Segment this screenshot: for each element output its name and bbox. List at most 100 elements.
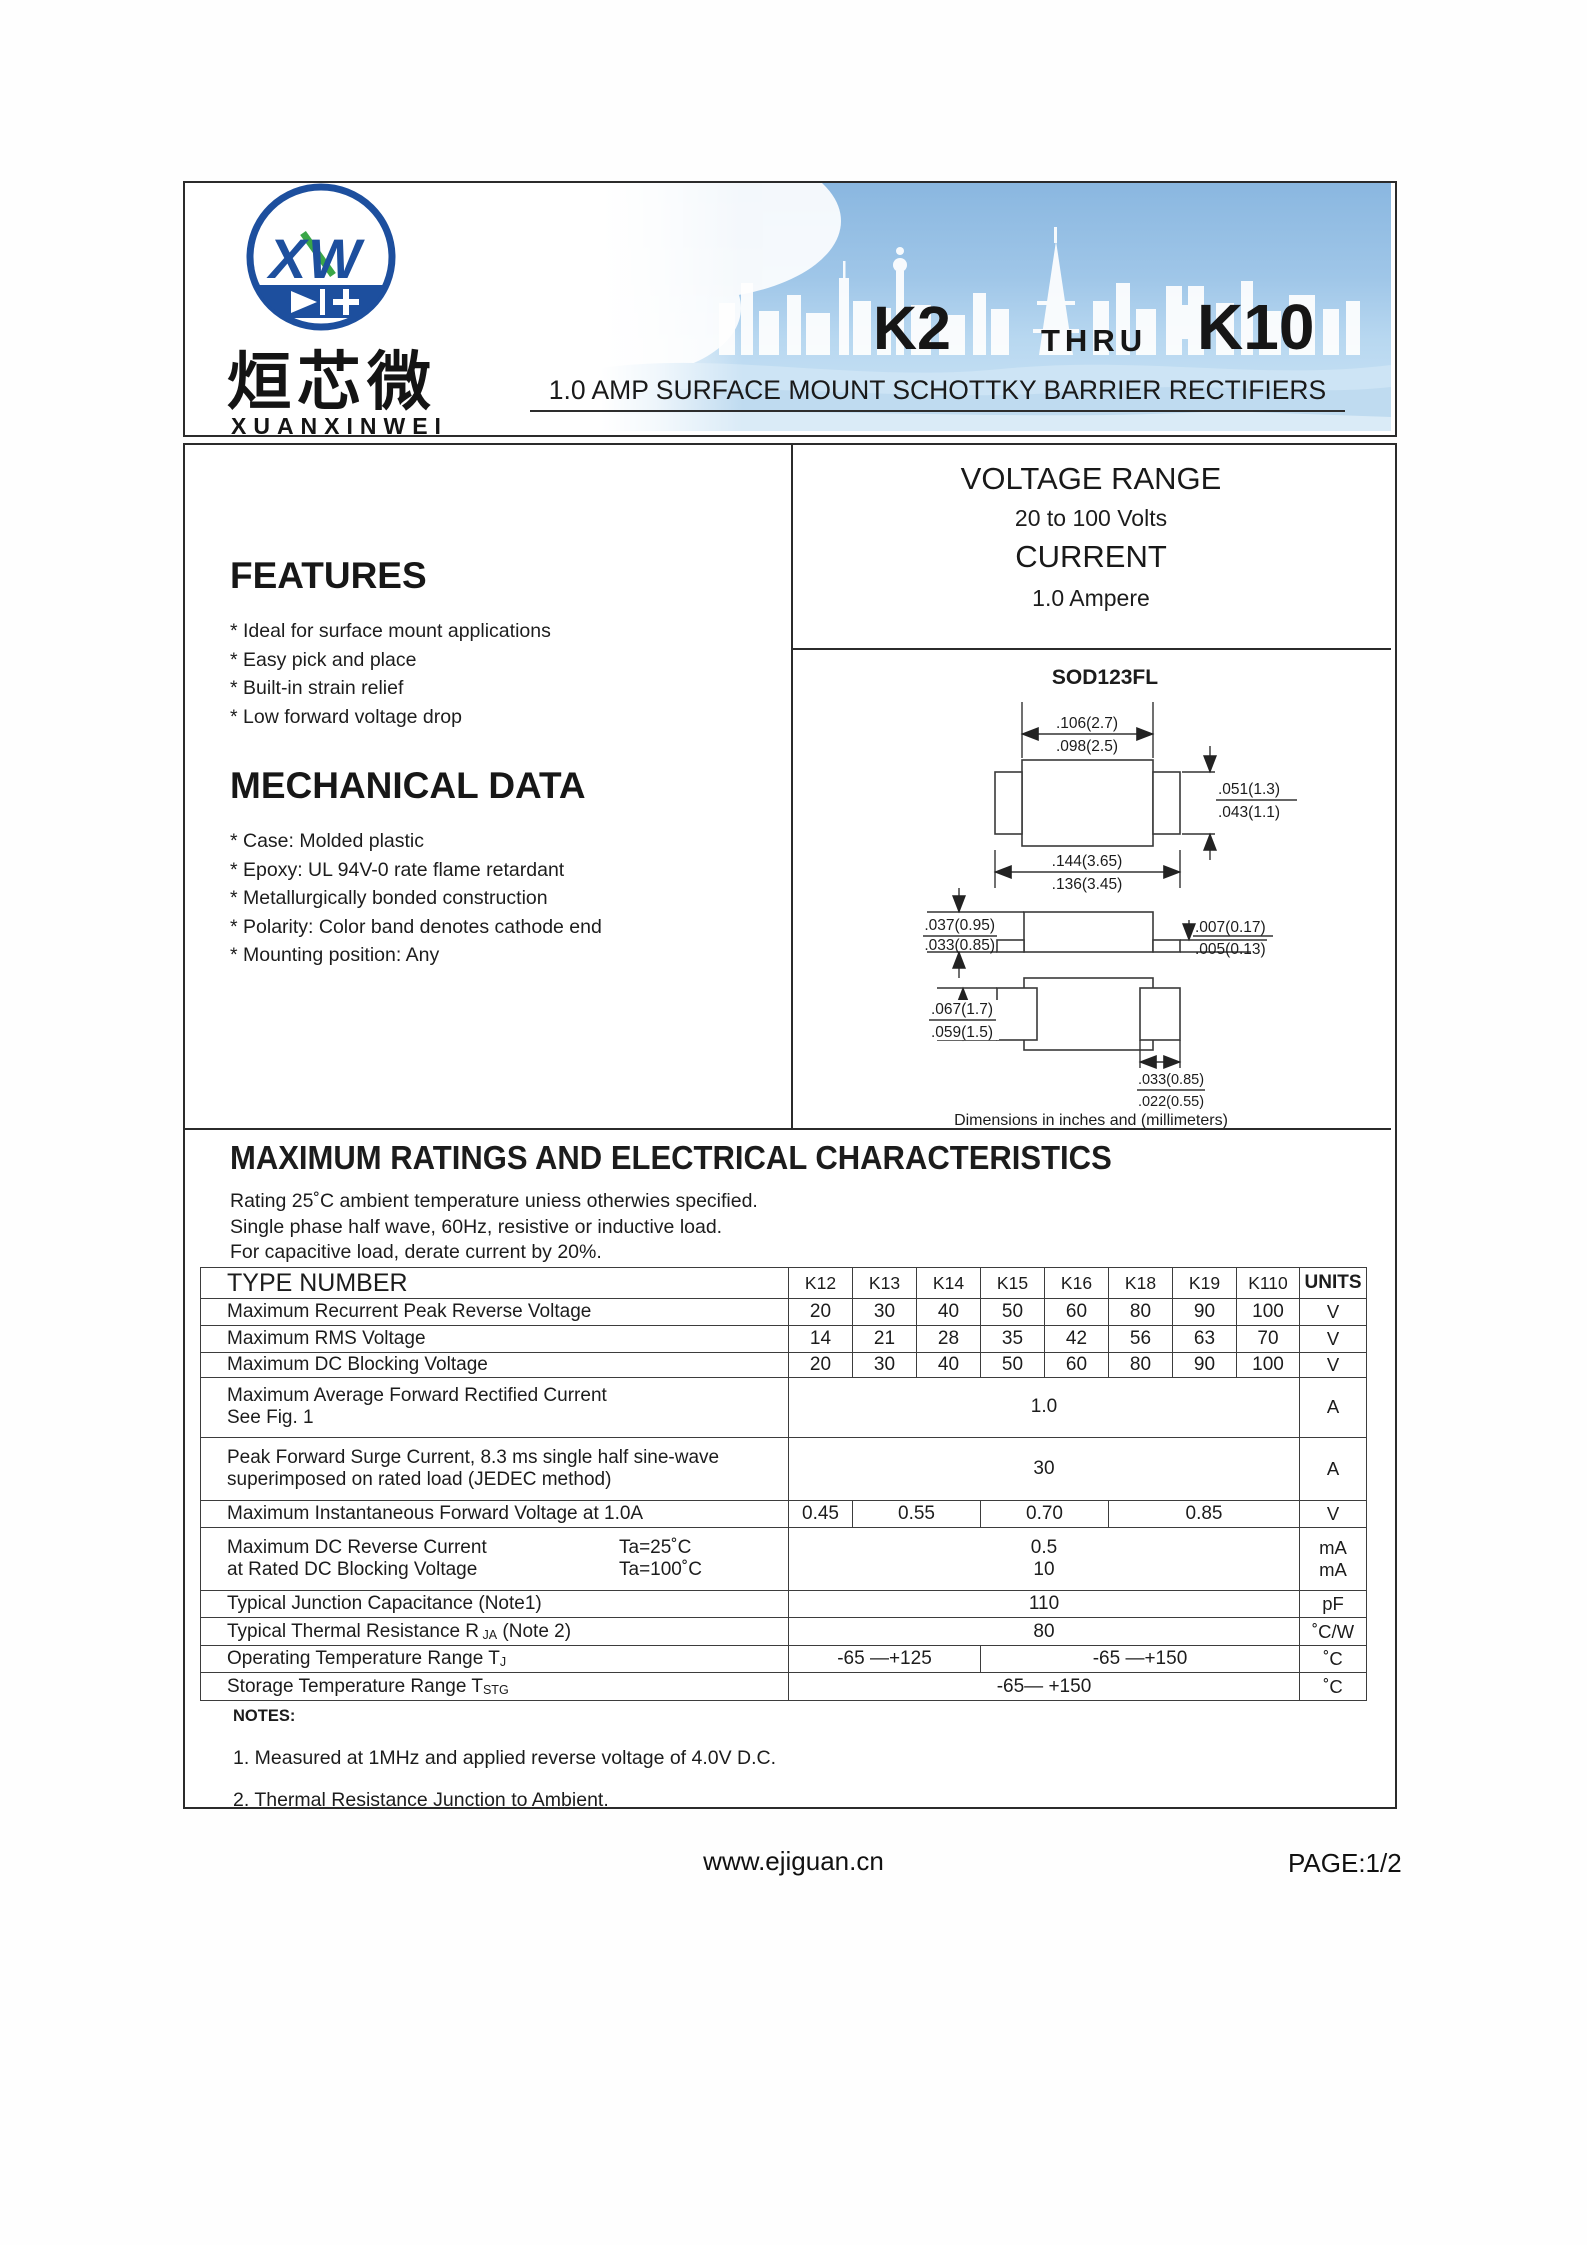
vertical-divider [791,445,793,1128]
value-cell: 30 [788,1437,1300,1501]
logo-icon: X W [246,183,396,331]
value-cell: 30 [852,1298,917,1326]
value-cell: -65— +150 [788,1672,1300,1701]
dim-pad-height-min: .059(1.5) [931,1024,993,1041]
value-cell: 40 [916,1352,981,1378]
unit-cell: ˚C [1299,1645,1367,1673]
value-cell: 30 [852,1352,917,1378]
type-column-header: K110 [1236,1267,1300,1299]
dim-side-height-min: .033(0.85) [924,937,995,954]
dim-overall-width-min: .136(3.45) [1052,876,1123,893]
value-cell: 28 [916,1325,981,1353]
row-label: Operating Temperature Range TJ [200,1645,789,1673]
table-row: Maximum RMS Voltage 14 21 28 35 42 56 63 70 V [200,1325,1367,1353]
value-cell: 80 [1108,1298,1173,1326]
value-cell: 40 [916,1298,981,1326]
type-column-header: K18 [1108,1267,1173,1299]
dim-side-height-max: .037(0.95) [924,917,995,934]
unit-cell: mA mA [1299,1527,1367,1591]
right-panel-divider [791,648,1391,650]
row-label: Maximum Recurrent Peak Reverse Voltage [200,1298,789,1326]
table-row: Maximum DC Reverse Current Ta=25˚C at Rate… [200,1527,1367,1591]
dim-lead-thickness-max: .007(0.17) [1195,919,1266,936]
type-column-header: K14 [916,1267,981,1299]
company-logo: X W [245,183,445,335]
value-cell: 21 [852,1325,917,1353]
features-heading: FEATURES [230,555,427,596]
row-label: Maximum DC Reverse Current Ta=25˚C at Rate… [200,1527,789,1591]
value-cell: 35 [980,1325,1045,1353]
value-cell: 42 [1044,1325,1109,1353]
rating-conditions: Rating 25˚C ambient temperature uniess o… [230,1189,758,1266]
units-header: UNITS [1299,1267,1367,1299]
type-column-header: K19 [1172,1267,1237,1299]
table-row: Maximum Instantaneous Forward Voltage at… [200,1500,1367,1528]
value-cell: 50 [980,1298,1045,1326]
row-label: Typical Junction Capacitance (Note1) [200,1590,789,1618]
row-label: Typical Thermal Resistance R JA (Note 2) [200,1617,789,1646]
type-column-header: K15 [980,1267,1045,1299]
svg-text:W: W [308,227,365,290]
part-number-end: K10 [1197,291,1315,363]
list-item: For capacitive load, derate current by 2… [230,1241,602,1263]
note-item: 2. Thermal Resistance Junction to Ambien… [233,1789,609,1811]
row-label: Peak Forward Surge Current, 8.3 ms singl… [200,1437,789,1501]
unit-cell: pF [1299,1590,1367,1618]
list-item: Single phase half wave, 60Hz, resistive … [230,1215,723,1238]
mechanical-data-heading: MECHANICAL DATA [230,765,586,806]
value-cell: 100 [1236,1352,1300,1378]
value-cell: 60 [1044,1298,1109,1326]
current-label: CURRENT [1015,539,1167,574]
unit-cell: ˚C [1299,1672,1367,1701]
row-label: Storage Temperature Range TSTG [200,1672,789,1701]
list-item: * Polarity: Color band denotes cathode e… [230,915,602,938]
row-label: Maximum DC Blocking Voltage [200,1352,789,1378]
value-cell: 56 [1108,1325,1173,1353]
unit-cell: V [1299,1352,1367,1378]
list-item: * Epoxy: UL 94V-0 rate flame retardant [230,858,565,881]
table-row: Storage Temperature Range TSTG -65— +150 ˚… [200,1672,1367,1701]
list-item: * Mounting position: Any [230,944,440,966]
condition-annotation: Ta=25˚C [619,1536,692,1558]
svg-text:X: X [266,227,310,290]
banner-fade [601,183,1391,431]
dim-body-width-max: .106(2.7) [1056,715,1118,732]
dim-pad-width-min: .022(0.55) [1138,1094,1204,1110]
table-row: Operating Temperature Range TJ -65 —+125-… [200,1645,1367,1673]
value-cell: 20 [788,1352,853,1378]
value-cell: 1.0 [788,1377,1300,1438]
list-item: * Low forward voltage drop [230,705,462,728]
condition-annotation: Ta=100˚C [619,1558,702,1580]
header-box: X W 烜芯微 XUANXINWEI K2 THRU K10 1.0 AMP S… [183,181,1397,439]
ratings-table-wrap: TYPE NUMBER K12 K13 K14 K15 K16 K18 K19 K110 UNIT… [200,1267,1367,1701]
unit-cell: V [1299,1325,1367,1353]
list-item: Rating 25˚C ambient temperature uniess o… [230,1190,758,1212]
features-list: * Ideal for surface mount applications * … [230,617,551,731]
ratings-table: TYPE NUMBER K12 K13 K14 K15 K16 K18 K19 K110 UNIT… [200,1267,1367,1701]
type-column-header: K13 [852,1267,917,1299]
type-number-header: TYPE NUMBER [200,1267,789,1299]
ratings-section-divider [185,1128,1391,1130]
value-cell: 90 [1172,1298,1237,1326]
value-cell: -65 —+125 [788,1645,981,1673]
ratings-heading: MAXIMUM RATINGS AND ELECTRICAL CHARACTER… [230,1139,1112,1176]
notes-label: NOTES: [233,1707,296,1725]
dim-pad-width-max: .033(0.85) [1138,1072,1204,1088]
row-label: Maximum RMS Voltage [200,1325,789,1353]
unit-cell: V [1299,1500,1367,1528]
table-row: Typical Junction Capacitance (Note1) 110 p… [200,1590,1367,1618]
mechanical-data-list: * Case: Molded plastic * Epoxy: UL 94V-0 … [230,827,602,970]
value-cell: 0.5 10 [788,1527,1300,1591]
value-cell: 100 [1236,1298,1300,1326]
value-cell: -65 —+150 [980,1645,1300,1673]
unit-cell: V [1299,1298,1367,1326]
main-content-box: FEATURES * Ideal for surface mount appli… [183,443,1397,1811]
footer-page-number: PAGE:1/2 [1288,1848,1402,1878]
table-row: Peak Forward Surge Current, 8.3 ms singl… [200,1437,1367,1501]
row-label: Maximum Instantaneous Forward Voltage at… [200,1500,789,1528]
table-row: Typical Thermal Resistance R JA (Note 2)… [200,1617,1367,1646]
list-item: * Metallurgically bonded construction [230,887,548,909]
part-number-thru: THRU [1041,323,1148,358]
value-cell: 14 [788,1325,853,1353]
value-cell: 50 [980,1352,1045,1378]
